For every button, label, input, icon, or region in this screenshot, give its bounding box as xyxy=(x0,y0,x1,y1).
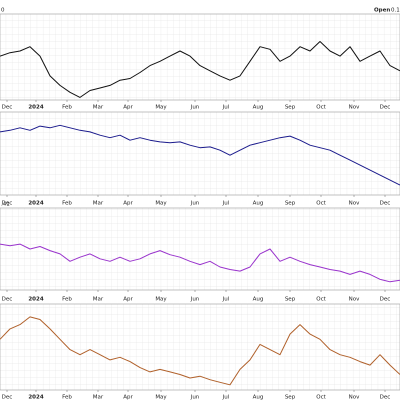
x-tick-label: Nov xyxy=(349,201,360,207)
panel-label: 0 xyxy=(1,8,5,14)
price-line xyxy=(0,124,400,186)
x-tick-label: Sep xyxy=(285,297,296,303)
plot-area xyxy=(0,13,400,101)
x-tick-label: Dec xyxy=(380,297,391,303)
x-tick-label: Feb xyxy=(62,297,72,303)
x-tick-label: 2024 xyxy=(28,395,43,400)
x-tick-label: May xyxy=(155,105,167,111)
x-tick-label: Apr xyxy=(123,201,133,207)
x-tick-label: Dec xyxy=(2,395,13,400)
plot-area xyxy=(0,207,400,291)
x-tick-label: Oct xyxy=(316,297,326,303)
x-tick-label: Nov xyxy=(349,105,360,111)
x-tick-label: Mar xyxy=(93,297,104,303)
x-tick-label: Oct xyxy=(316,105,326,111)
x-tick-label: Dec xyxy=(2,201,13,207)
x-tick-label: Aug xyxy=(253,201,264,207)
open-label: Open xyxy=(374,8,390,14)
panel-label: .41 xyxy=(1,202,10,208)
x-tick-label: Apr xyxy=(123,105,133,111)
price-line xyxy=(0,243,400,283)
plot-area xyxy=(0,303,400,391)
x-tick-label: Jun xyxy=(190,105,200,111)
x-tick-label: Feb xyxy=(62,105,72,111)
x-tick-label: Feb xyxy=(62,395,72,400)
x-tick-label: Aug xyxy=(253,105,264,111)
x-tick-label: Dec xyxy=(380,395,391,400)
x-tick-label: Apr xyxy=(123,297,133,303)
x-tick-label: Jun xyxy=(190,201,200,207)
x-tick-label: Jul xyxy=(222,395,230,400)
x-tick-label: May xyxy=(155,395,167,400)
x-tick-label: Jul xyxy=(222,201,230,207)
x-tick-label: Feb xyxy=(62,201,72,207)
price-line xyxy=(0,316,400,386)
x-tick-label: Oct xyxy=(316,201,326,207)
x-tick-label: Dec xyxy=(2,105,13,111)
x-tick-label: Jun xyxy=(190,297,200,303)
x-tick-label: Nov xyxy=(349,395,360,400)
x-tick-label: May xyxy=(155,297,167,303)
x-tick-label: Jul xyxy=(222,105,230,111)
x-tick-label: Sep xyxy=(285,395,296,400)
x-tick-label: Dec xyxy=(380,201,391,207)
x-tick-label: Aug xyxy=(253,395,264,400)
x-tick-label: Aug xyxy=(253,297,264,303)
x-tick-label: 2024 xyxy=(28,105,43,111)
x-tick-label: Oct xyxy=(316,395,326,400)
x-tick-label: Mar xyxy=(93,395,104,400)
x-tick-label: Jul xyxy=(222,297,230,303)
x-tick-label: May xyxy=(155,201,167,207)
x-tick-label: Dec xyxy=(380,105,391,111)
x-tick-label: Sep xyxy=(285,105,296,111)
x-tick-label: Jun xyxy=(190,395,200,400)
x-tick-label: Mar xyxy=(93,105,104,111)
x-tick-label: 2024 xyxy=(28,297,43,303)
x-tick-label: Sep xyxy=(285,201,296,207)
plot-area xyxy=(0,111,400,196)
x-tick-label: Dec xyxy=(2,297,13,303)
x-tick-label: 2024 xyxy=(28,201,43,207)
x-tick-label: Nov xyxy=(349,297,360,303)
x-tick-label: Apr xyxy=(123,395,133,400)
open-value: 0.1 xyxy=(391,8,400,14)
price-line xyxy=(0,41,400,98)
x-tick-label: Mar xyxy=(93,201,104,207)
